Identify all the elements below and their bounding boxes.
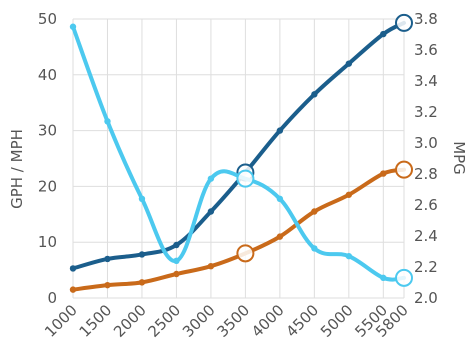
data-point[interactable] [207, 208, 215, 215]
data-point-highlight[interactable] [395, 160, 413, 179]
y-tick-right: 2.8 [414, 165, 438, 183]
data-point-highlight[interactable] [236, 244, 255, 263]
data-point[interactable] [345, 191, 353, 198]
y-tick-left: 30 [38, 122, 57, 140]
data-point[interactable] [69, 23, 77, 30]
y-tick-right: 3.8 [414, 10, 438, 28]
data-point[interactable] [311, 91, 318, 98]
data-point[interactable] [138, 251, 146, 258]
series-line [71, 167, 406, 292]
data-point[interactable] [311, 208, 318, 215]
data-point[interactable] [380, 30, 387, 38]
data-point[interactable] [173, 257, 180, 264]
x-tick-label: 4000 [248, 301, 288, 341]
y-tick-left: 0 [47, 289, 57, 307]
x-tick-label: 2500 [145, 301, 185, 341]
series-3 [69, 23, 413, 287]
data-point[interactable] [69, 286, 77, 293]
y-tick-right: 2.4 [414, 227, 438, 245]
data-point[interactable] [276, 127, 284, 134]
y-tick-left: 10 [38, 233, 57, 251]
data-point[interactable] [380, 170, 387, 177]
y-axis-right-title: MPG [450, 141, 468, 175]
data-point[interactable] [345, 252, 353, 260]
x-tick-label: 3500 [213, 301, 253, 341]
y-tick-left: 40 [38, 66, 57, 84]
y-tick-right: 2.6 [414, 196, 438, 214]
data-point[interactable] [69, 265, 77, 272]
y-tick-right: 2.2 [414, 258, 438, 276]
x-tick-label: 1000 [41, 301, 81, 341]
y-axis-left: 0 10 20 30 40 50 [38, 10, 57, 307]
data-point[interactable] [173, 270, 180, 278]
data-point[interactable] [276, 233, 284, 240]
y-axis-right: 2.0 2.2 2.4 2.6 2.8 3.0 3.2 3.4 3.6 3.8 [414, 10, 438, 307]
series-line [71, 24, 406, 282]
x-tick-label: 1500 [76, 301, 116, 341]
data-point-highlight[interactable] [395, 268, 413, 287]
data-point[interactable] [380, 274, 387, 282]
y-tick-right: 3.2 [414, 103, 438, 121]
data-point[interactable] [138, 279, 146, 286]
data-point[interactable] [207, 175, 215, 182]
x-tick-label: 3000 [179, 301, 219, 341]
data-point[interactable] [104, 118, 111, 125]
x-axis: 1000150020002500300035004000450050005500… [41, 301, 412, 341]
series-2 [69, 160, 413, 293]
data-point[interactable] [345, 60, 353, 67]
data-point[interactable] [138, 195, 146, 202]
data-point[interactable] [104, 255, 111, 263]
data-point-highlight[interactable] [395, 13, 413, 32]
series-1 [69, 13, 413, 272]
data-point[interactable] [104, 281, 111, 289]
y-tick-right: 2.0 [414, 289, 438, 307]
series-layer [69, 13, 413, 293]
data-point[interactable] [207, 262, 215, 270]
data-point[interactable] [311, 245, 318, 252]
y-tick-left: 50 [38, 10, 57, 28]
data-point[interactable] [173, 241, 180, 249]
x-tick-label: 2000 [110, 301, 150, 341]
x-tick-label: 4500 [282, 301, 322, 341]
data-point-highlight[interactable] [236, 169, 255, 188]
series-line [71, 20, 406, 271]
y-axis-left-title: GPH / MPH [8, 129, 26, 209]
y-tick-left: 20 [38, 177, 57, 195]
x-tick-label: 5000 [317, 301, 357, 341]
y-tick-right: 3.0 [414, 134, 438, 152]
y-tick-right: 3.4 [414, 72, 438, 90]
data-point[interactable] [276, 195, 284, 202]
y-tick-right: 3.6 [414, 41, 438, 59]
